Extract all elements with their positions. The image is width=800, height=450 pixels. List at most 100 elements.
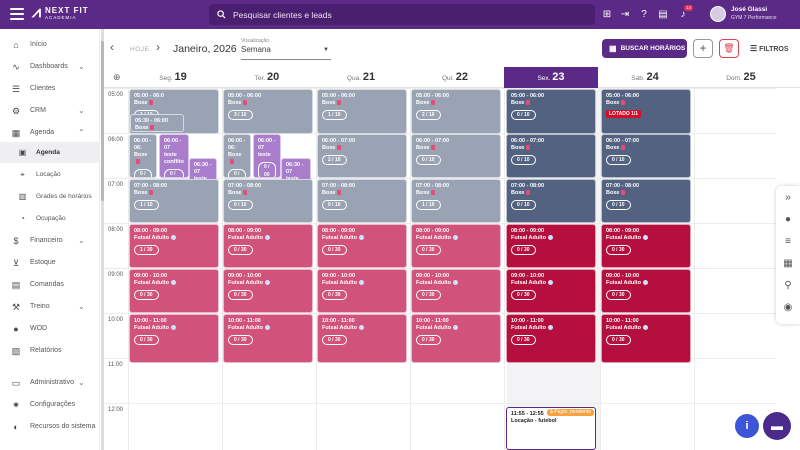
chevron-down-icon[interactable]: ⌄ [78, 236, 85, 245]
chat-icon[interactable]: ▤ [658, 9, 668, 20]
event-name: Futsal Adulto [416, 235, 496, 242]
info-fab[interactable]: i [735, 414, 759, 438]
class-event[interactable]: 06:00 - 07:00 Boxe 2 / 10 [317, 134, 407, 178]
class-event[interactable]: 10:00 - 11:00 Futsal Adulto 0 / 30 [506, 314, 596, 363]
class-event[interactable]: 06:00 - 06:Boxe 0 / 10 [129, 134, 157, 178]
delete-button[interactable]: 🗑 [719, 39, 739, 58]
chevron-down-icon[interactable]: ⌄ [78, 378, 85, 387]
class-event[interactable]: 05:00 - 06:00 Boxe LOTADO 1/1 [601, 89, 691, 134]
class-event[interactable]: 07:00 - 08:00 Boxe 1 / 10 [129, 179, 219, 223]
prev-week-button[interactable]: ‹ [110, 40, 114, 54]
sidebar-item-comandas[interactable]: ▤ Comandas [0, 274, 100, 295]
class-event[interactable]: 05:00 - 06:00 Boxe 1 / 10 [317, 89, 407, 134]
view-select[interactable]: Visualização Semana ▼ [241, 38, 331, 60]
class-event[interactable]: 07:00 - 08:00 Boxe 0 / 10 [317, 179, 407, 223]
gift-icon[interactable]: ⊞ [602, 9, 612, 20]
sidebar-item-ocupa-o[interactable]: ◔ Ocupação [0, 208, 100, 229]
sidebar-item-loca-o[interactable]: ⌖ Locação [0, 164, 100, 185]
class-event[interactable]: 10:00 - 11:00 Futsal Adulto 0 / 30 [601, 314, 691, 363]
sidebar-item-agenda[interactable]: ▦ Agenda ⌃ [0, 122, 100, 143]
class-event[interactable]: 07:00 - 08:00 Boxe 0 / 10 [601, 179, 691, 223]
filters-button[interactable]: ☰ FILTROS [750, 44, 789, 53]
sidebar-item-relat-rios[interactable]: ▧ Relatórios [0, 340, 100, 361]
class-event[interactable]: 05:30 - 06:00 Boxe [130, 114, 184, 132]
sidebar-item-wod[interactable]: ● WOD [0, 318, 100, 339]
class-event[interactable]: 10:00 - 11:00 Futsal Adulto 0 / 30 [317, 314, 407, 363]
avatar[interactable] [710, 6, 726, 22]
class-event[interactable]: 06:00 - 07 teste 0 / 00 [253, 134, 281, 178]
class-event[interactable]: 10:00 - 11:00 Futsal Adulto 0 / 30 [411, 314, 501, 363]
exit-icon[interactable]: ⇥ [620, 9, 630, 20]
search-input[interactable]: Pesquisar clientes e leads [209, 4, 595, 25]
sidebar-scrollbar[interactable] [101, 29, 104, 450]
today-button[interactable]: HOJE [130, 46, 150, 53]
sidebar-item-configura-es[interactable]: ✷ Configurações [0, 394, 100, 415]
class-event[interactable]: 07:00 - 08:00 Boxe 0 / 10 [506, 179, 596, 223]
class-event[interactable]: 08:00 - 09:00 Futsal Adulto 0 / 30 [506, 224, 596, 268]
chevron-down-icon[interactable]: ⌄ [78, 302, 85, 311]
sidebar-item-estoque[interactable]: ⊻ Estoque [0, 252, 100, 273]
sidebar-item-grades-de-hor-rios[interactable]: ▥ Grades de horários [0, 186, 100, 207]
list-icon[interactable]: ≡ [785, 236, 791, 247]
sidebar-item-in-cio[interactable]: ⌂ Início [0, 34, 100, 55]
day-header[interactable]: Ter. 20 [220, 67, 314, 88]
class-event[interactable]: 09:00 - 10:00 Futsal Adulto 0 / 30 [223, 269, 313, 313]
sidebar-item-treino[interactable]: ⚒ Treino ⌄ [0, 296, 100, 317]
class-event[interactable]: 08:00 - 09:00 Futsal Adulto 0 / 30 [317, 224, 407, 268]
sidebar-item-financeiro[interactable]: $ Financeiro ⌄ [0, 230, 100, 251]
class-event[interactable]: 06:00 - 07:00 Boxe 0 / 10 [601, 134, 691, 178]
class-event[interactable]: 08:00 - 09:00 Futsal Adulto 0 / 30 [223, 224, 313, 268]
class-event[interactable]: 09:00 - 10:00 Futsal Adulto 0 / 30 [317, 269, 407, 313]
class-event[interactable]: 05:00 - 06:00 Boxe 2 / 10 [411, 89, 501, 134]
person-icon[interactable]: ● [784, 214, 792, 225]
help-icon[interactable]: ? [641, 9, 647, 20]
calendar-icon[interactable]: ▦ [783, 258, 793, 269]
day-header[interactable]: Qui. 22 [408, 67, 502, 88]
search-times-button[interactable]: ▦ BUSCAR HORÁRIOS [602, 39, 687, 58]
sidebar-item-clientes[interactable]: ☰ Clientes [0, 78, 100, 99]
menu-icon[interactable] [10, 8, 24, 20]
sidebar-item-administrativo[interactable]: ▭ Administrativo ⌄ [0, 372, 100, 393]
class-event[interactable]: 06:00 - 07:00 Boxe 0 / 10 [506, 134, 596, 178]
class-event[interactable]: 07:00 - 08:00 Boxe 1 / 10 [411, 179, 501, 223]
class-event[interactable]: 09:00 - 10:00 Futsal Adulto 0 / 30 [601, 269, 691, 313]
add-button[interactable]: + [693, 39, 713, 58]
day-header[interactable]: Seg. 19 [126, 67, 220, 88]
day-header[interactable]: Sab. 24 [598, 67, 692, 88]
sidebar-item-crm[interactable]: ⚙ CRM ⌄ [0, 100, 100, 121]
next-week-button[interactable]: › [156, 40, 160, 54]
class-event[interactable]: 09:00 - 10:00 Futsal Adulto 0 / 30 [411, 269, 501, 313]
sidebar-item-agenda[interactable]: ▣ Agenda [0, 142, 100, 163]
class-event[interactable]: 05:00 - 06:00 Boxe 0 / 10 [506, 89, 596, 134]
eye-icon[interactable]: ◉ [783, 302, 793, 313]
class-event[interactable]: 08:00 - 09:00 Futsal Adulto 0 / 30 [601, 224, 691, 268]
rental-event[interactable]: 11:55 - 12:55 Locação - futebol $ Pagto. p… [506, 407, 596, 450]
chevrons-right-icon[interactable]: » [785, 192, 791, 203]
day-header[interactable]: Sex. 23 [504, 67, 598, 88]
class-event[interactable]: 09:00 - 10:00 Futsal Adulto 0 / 30 [129, 269, 219, 313]
bell-icon[interactable]: ♪ [680, 9, 686, 20]
day-header[interactable]: Qua. 21 [314, 67, 408, 88]
class-event[interactable]: 08:00 - 09:00 Futsal Adulto 0 / 30 [411, 224, 501, 268]
chevron-up-icon[interactable]: ⌃ [78, 128, 85, 137]
user-info[interactable]: José Glassi GYM 7 Performance [731, 6, 777, 22]
class-event[interactable]: 07:00 - 08:00 Boxe 0 / 10 [223, 179, 313, 223]
class-event[interactable]: 10:00 - 11:00 Futsal Adulto 0 / 30 [129, 314, 219, 363]
day-header[interactable]: Dom. 25 [694, 67, 788, 88]
chat-fab[interactable]: ▬ [763, 412, 791, 440]
zoom-icon[interactable]: ⊕ [113, 72, 121, 82]
chevron-down-icon[interactable]: ⌄ [78, 62, 85, 71]
finance-icon: $ [13, 235, 19, 246]
pin-icon[interactable]: ⚲ [784, 280, 792, 291]
logo[interactable]: ⩘ NEXT FIT ACADEMIA [32, 5, 89, 21]
class-event[interactable]: 06:00 - 07:00 Boxe 0 / 10 [411, 134, 501, 178]
class-event[interactable]: 10:00 - 11:00 Futsal Adulto 0 / 30 [223, 314, 313, 363]
class-event[interactable]: 09:00 - 10:00 Futsal Adulto 0 / 30 [506, 269, 596, 313]
sidebar-item-dashboards[interactable]: ∿ Dashboards ⌄ [0, 56, 100, 77]
class-event[interactable]: 06:00 - 06:Boxe 0 / 10 [223, 134, 251, 178]
class-event[interactable]: 08:00 - 09:00 Futsal Adulto 1 / 30 [129, 224, 219, 268]
chevron-down-icon[interactable]: ⌄ [78, 106, 85, 115]
sidebar-item-recursos-do-sistema[interactable]: ◐ Recursos do sistema [0, 416, 100, 437]
class-event[interactable]: 05:00 - 06:00 Boxe 3 / 10 [223, 89, 313, 134]
